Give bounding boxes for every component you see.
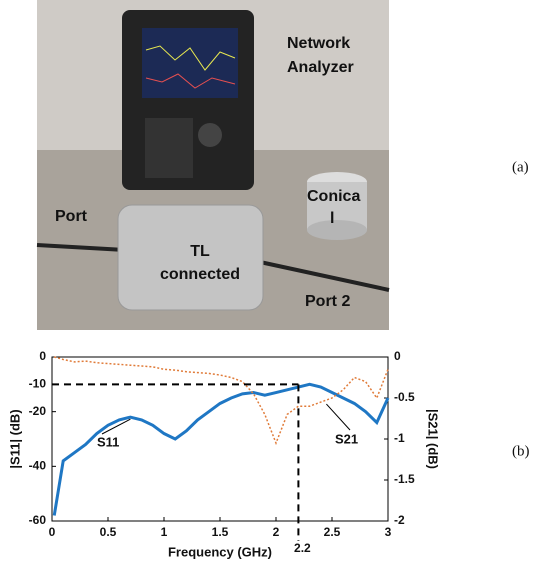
y-tick-label: 0 (39, 349, 46, 363)
figure: Network Analyzer Conica l Port TL connec… (0, 0, 556, 568)
annotation-arrow (326, 404, 350, 430)
y2-tick-label: -1 (394, 431, 405, 445)
panel-label: (b) (512, 443, 530, 459)
photo-label: Conica (307, 188, 360, 205)
analyzer-keypad (145, 118, 193, 178)
y2-axis-label: |S21| (dB) (426, 409, 441, 469)
x-axis-label: Frequency (GHz) (168, 544, 272, 559)
photo-label: Analyzer (287, 59, 354, 76)
photo-label: l (330, 210, 334, 227)
analyzer-screen (142, 28, 238, 98)
series-line (54, 357, 388, 443)
photo-label: TL (190, 243, 210, 260)
cone-bottom (307, 220, 367, 240)
y-tick-label: -60 (29, 513, 47, 527)
x-tick-label: 1 (161, 525, 168, 539)
photo-label: Network (287, 35, 350, 52)
panel-label: (a) (512, 159, 529, 175)
x-tick-label: 0.5 (100, 525, 117, 539)
x-tick-label: 1.5 (212, 525, 229, 539)
y2-tick-label: -2 (394, 513, 405, 527)
x-tick-label: 0 (49, 525, 56, 539)
x-tick-label: 2.5 (324, 525, 341, 539)
y-tick-label: -40 (29, 459, 47, 473)
figure-svg: Network Analyzer Conica l Port TL connec… (0, 0, 556, 568)
series-annotation: S11 (97, 434, 119, 449)
y2-tick-label: -0.5 (394, 390, 415, 404)
y2-tick-label: -1.5 (394, 472, 415, 486)
y-axis-label: |S11| (dB) (7, 409, 22, 468)
y-tick-label: -20 (29, 404, 47, 418)
photo-label: Port 2 (305, 293, 350, 310)
y-tick-label: -10 (29, 377, 47, 391)
analyzer-knob (198, 123, 222, 147)
x-tick-label: 3 (385, 525, 392, 539)
photo-label: Port (55, 208, 88, 225)
photo: Network Analyzer Conica l Port TL connec… (37, 0, 389, 330)
x-tick-label: 2 (273, 525, 280, 539)
series-annotation: S21 (335, 431, 358, 446)
reference-label: 2.2 (294, 541, 311, 555)
photo-label: connected (160, 266, 240, 283)
series-line (54, 384, 388, 515)
y2-tick-label: 0 (394, 349, 401, 363)
chart: 0 0.5 1 1.5 2 2.5 3 -60 -40 -20 -10 0 -2 -1.5 -1 -0.5 0 F… (7, 349, 440, 559)
